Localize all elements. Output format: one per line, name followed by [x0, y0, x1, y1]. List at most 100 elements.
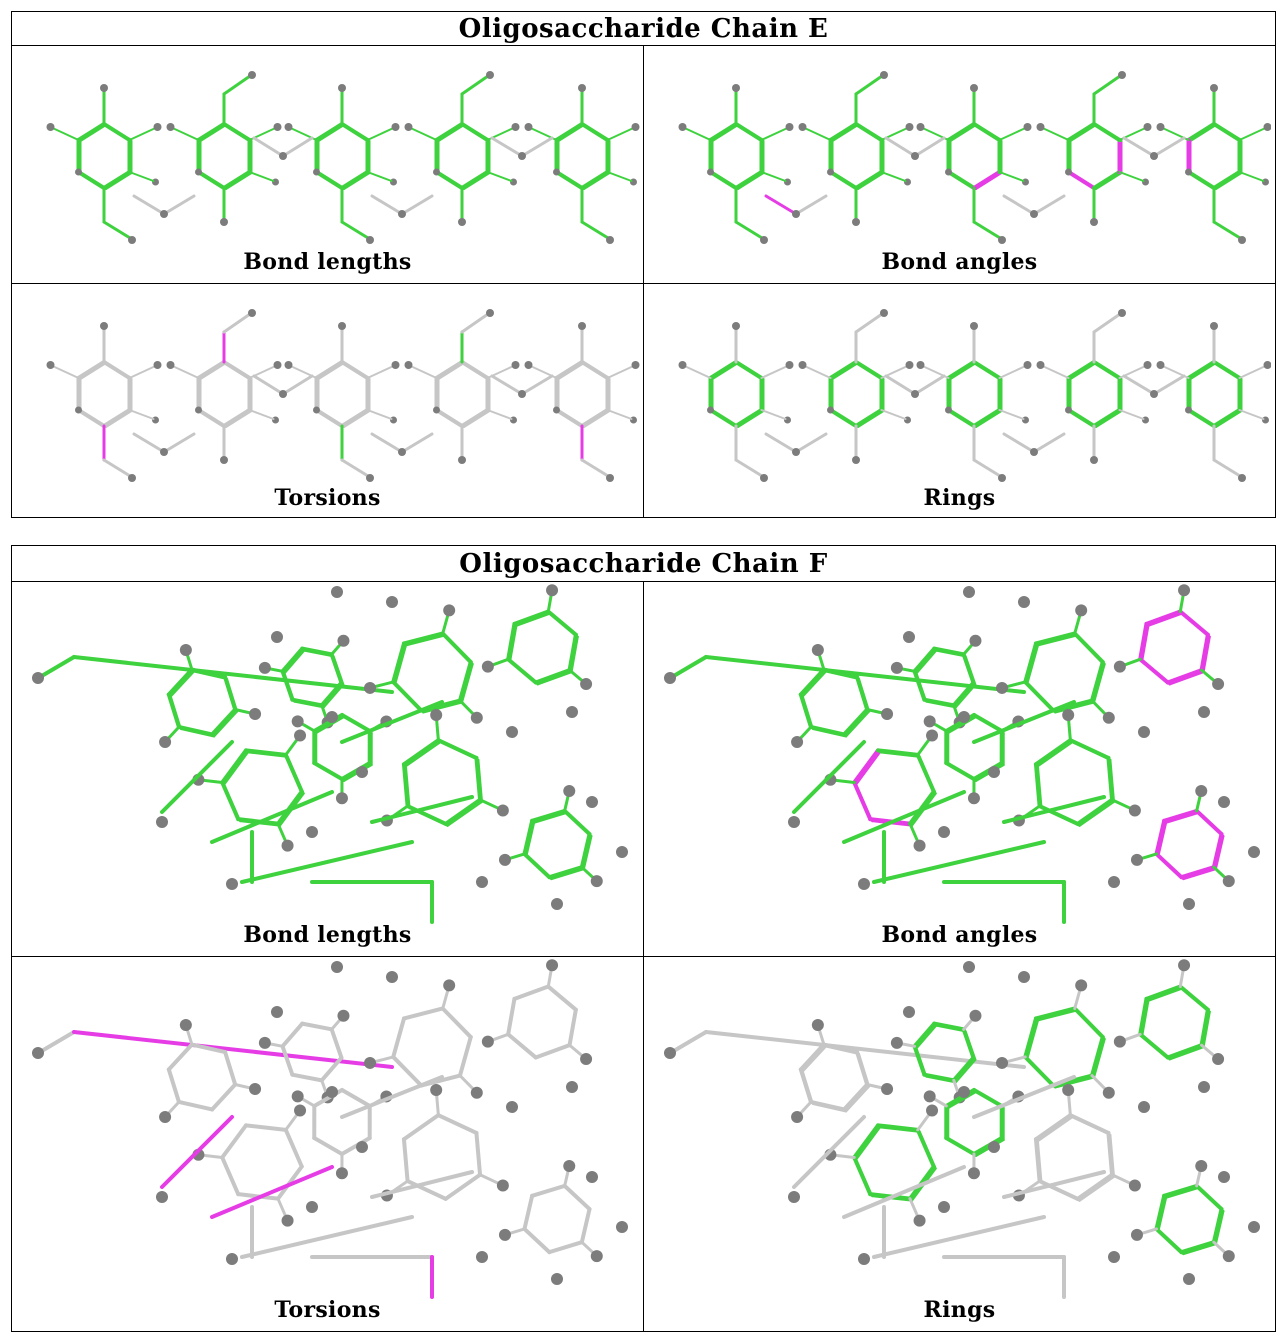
atom: [1118, 71, 1126, 79]
atom: [1138, 726, 1150, 738]
bond: [670, 655, 708, 679]
ring-bond: [831, 172, 859, 190]
ring-bond: [824, 1045, 861, 1056]
ring-bond: [315, 763, 345, 782]
atom: [880, 71, 888, 79]
ring-bond: [842, 1082, 870, 1112]
atom: [732, 322, 740, 330]
atom: [220, 218, 228, 226]
ring-bond: [842, 707, 870, 737]
atom: [100, 322, 108, 330]
atom: [433, 406, 441, 414]
substituent-bond: [128, 171, 155, 182]
substituent-bond: [366, 127, 395, 141]
substituent-bond: [606, 127, 635, 141]
atom: [903, 631, 915, 643]
ring-bond: [935, 649, 967, 658]
bond: [1002, 795, 1106, 824]
atom: [791, 1110, 804, 1123]
atom: [926, 729, 939, 742]
atom: [858, 878, 870, 890]
substituent-bond: [854, 312, 884, 334]
substituent-bond: [580, 220, 610, 240]
ring-bond: [915, 1127, 936, 1169]
atom: [271, 178, 279, 186]
ring-bond: [1141, 624, 1150, 663]
ring-bond: [858, 678, 871, 713]
ring-bond: [339, 1136, 372, 1156]
ring-bond: [1069, 410, 1097, 428]
ring-bond: [1189, 124, 1217, 142]
ring-bond: [557, 410, 585, 428]
atom: [518, 390, 526, 398]
ring-bond: [319, 680, 344, 708]
ring-bond: [964, 1030, 977, 1061]
ring-bond: [439, 741, 480, 761]
ring-bond: [947, 1091, 978, 1109]
atom: [1156, 123, 1165, 131]
ring-bond: [580, 170, 610, 190]
atom: [284, 361, 293, 369]
ring-bond: [1106, 1130, 1115, 1177]
ring-bond: [199, 410, 227, 428]
atom: [783, 178, 791, 186]
ring-bond: [947, 763, 977, 782]
atom: [1156, 361, 1165, 369]
ring-bond: [961, 652, 976, 685]
ring-bond: [312, 1135, 344, 1156]
atom: [271, 416, 279, 424]
atom: [386, 971, 398, 983]
ring-bond: [876, 748, 920, 757]
ring-bond: [554, 122, 584, 142]
ring-bond: [711, 362, 739, 380]
atom: [313, 168, 321, 176]
ring-bond: [402, 1006, 445, 1021]
substituent-bond: [248, 171, 275, 182]
atom: [166, 361, 175, 369]
chain-f-table: Oligosaccharide Chain F Bond lengths Bon…: [11, 545, 1276, 1332]
atom: [75, 406, 83, 414]
atom: [791, 735, 804, 748]
substituent-bond: [460, 74, 490, 96]
atom: [852, 218, 860, 226]
atom: [616, 1221, 628, 1233]
atom: [988, 1141, 1000, 1153]
chain-e-bond-lengths-panel: Bond lengths: [11, 45, 644, 284]
glycosidic-bond: [764, 194, 798, 216]
bond: [340, 1075, 444, 1119]
ring-bond: [512, 609, 551, 626]
atom: [586, 796, 598, 808]
atom: [732, 84, 740, 92]
ring-bond: [855, 1050, 870, 1087]
ring-bond: [222, 170, 252, 190]
substituent-bond: [683, 127, 712, 141]
atom: [998, 236, 1006, 244]
atom: [792, 448, 800, 456]
ring-bond: [1199, 632, 1210, 673]
atom: [509, 416, 517, 424]
ring-bond: [300, 1021, 334, 1032]
ring-bond: [1033, 738, 1073, 767]
atom: [760, 474, 768, 482]
ring-bond: [105, 362, 133, 380]
atom: [100, 84, 108, 92]
substituent-bond: [972, 458, 1002, 478]
ring-bond: [1197, 1186, 1225, 1213]
ring-bond: [244, 1123, 288, 1132]
ring-bond: [220, 1123, 249, 1160]
ring-bond: [405, 634, 446, 647]
ring-bond: [179, 727, 216, 738]
ring-bond: [1144, 609, 1183, 626]
ring-bond: [509, 624, 518, 663]
atom: [1113, 1035, 1126, 1048]
substituent-bond: [606, 365, 635, 379]
ring-bond: [798, 667, 826, 697]
ring-bond: [404, 765, 411, 810]
chain-e-table: Oligosaccharide Chain E Bond lengths Bon…: [11, 11, 1276, 518]
atom: [389, 416, 397, 424]
chain-f-title: Oligosaccharide Chain F: [11, 545, 1276, 582]
ring-bond: [1033, 1113, 1073, 1142]
ring-bond: [76, 122, 106, 142]
ring-bond: [223, 1050, 238, 1087]
ring-bond: [1144, 984, 1183, 1001]
